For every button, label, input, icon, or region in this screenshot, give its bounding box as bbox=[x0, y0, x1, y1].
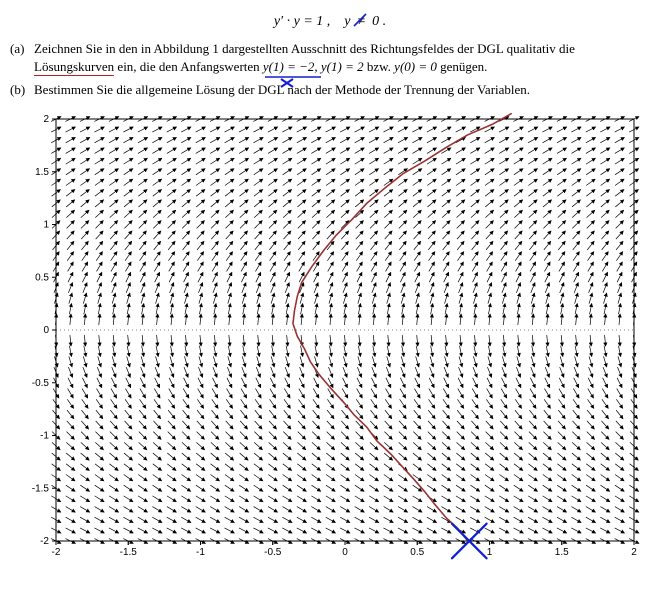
svg-text:1: 1 bbox=[43, 219, 49, 230]
task-a-t4: bzw. bbox=[364, 59, 395, 74]
task-a-text: Zeichnen Sie in den in Abbildung 1 darge… bbox=[34, 40, 650, 75]
svg-text:-0.5: -0.5 bbox=[32, 377, 50, 388]
task-a-t2: ein, die den Anfangswerten bbox=[114, 59, 263, 74]
task-a-line1: Zeichnen Sie in den in Abbildung 1 darge… bbox=[34, 41, 575, 56]
task-b-label: (b) bbox=[10, 81, 34, 99]
eq-cond-zero: 0 . bbox=[372, 14, 386, 29]
svg-text:1.5: 1.5 bbox=[555, 547, 569, 558]
svg-text:2: 2 bbox=[631, 547, 637, 558]
ode-equation: y′ · y = 1 , y ≠ 0 . bbox=[10, 14, 650, 30]
task-a: (a) Zeichnen Sie in den in Abbildung 1 d… bbox=[10, 40, 650, 75]
iv3-text: y(0) = 0 bbox=[394, 59, 437, 74]
eq-cond-y: y bbox=[344, 14, 350, 29]
loesungskurven-underlined: Lösungskurven bbox=[34, 59, 114, 76]
neq-symbol: ≠ bbox=[354, 14, 369, 30]
svg-text:0: 0 bbox=[342, 547, 348, 558]
svg-text:-1.5: -1.5 bbox=[120, 547, 138, 558]
svg-text:0.5: 0.5 bbox=[410, 547, 424, 558]
direction-field-chart: -2 -1.5 -1 -0.5 0 0.5 1 1.5 2 -2 -1.5 -1 -0.5 0 0.5 1 1.… bbox=[22, 113, 650, 568]
iv1-text: y(1) = −2 bbox=[263, 59, 314, 74]
svg-text:-1: -1 bbox=[196, 547, 205, 558]
task-b: (b) Bestimmen Sie die allgemeine Lösung … bbox=[10, 81, 650, 99]
task-a-label: (a) bbox=[10, 40, 34, 75]
svg-text:-1.5: -1.5 bbox=[32, 483, 50, 494]
task-a-t5: genügen. bbox=[437, 59, 488, 74]
chart-svg: -2 -1.5 -1 -0.5 0 0.5 1 1.5 2 -2 -1.5 -1 -0.5 0 0.5 1 1.… bbox=[22, 113, 640, 563]
eq-lhs: y′ · y = 1 , bbox=[274, 14, 330, 29]
iv2-text: y(1) = 2 bbox=[321, 59, 364, 74]
svg-text:-2: -2 bbox=[52, 547, 61, 558]
svg-text:1: 1 bbox=[487, 547, 493, 558]
svg-text:-1: -1 bbox=[40, 430, 49, 441]
svg-text:0.5: 0.5 bbox=[35, 272, 49, 283]
task-b-text: Bestimmen Sie die allgemeine Lösung der … bbox=[34, 81, 650, 99]
svg-text:0: 0 bbox=[43, 325, 49, 336]
svg-text:-0.5: -0.5 bbox=[264, 547, 282, 558]
svg-text:1.5: 1.5 bbox=[35, 166, 49, 177]
iv1-annotated: y(1) = −2 bbox=[263, 58, 314, 76]
svg-text:-2: -2 bbox=[40, 536, 49, 547]
svg-text:2: 2 bbox=[43, 114, 49, 125]
